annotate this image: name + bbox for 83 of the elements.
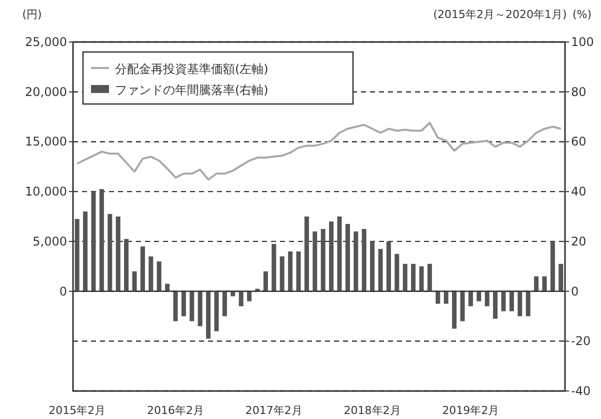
bar — [345, 224, 350, 292]
bar — [476, 291, 482, 302]
bar — [272, 244, 276, 292]
bar — [222, 291, 227, 316]
bar — [190, 291, 194, 322]
bar — [238, 291, 244, 306]
bar — [288, 251, 293, 292]
y2-tick-label: 60 — [571, 134, 586, 149]
line-series — [76, 122, 562, 181]
bar — [419, 266, 424, 292]
bar — [378, 248, 383, 292]
bar — [206, 291, 211, 339]
bar — [198, 291, 202, 326]
bar — [91, 192, 96, 292]
bar — [484, 291, 490, 306]
bar — [140, 246, 145, 292]
y2-tick-label: 40 — [571, 184, 586, 199]
bar — [460, 291, 465, 322]
bar — [329, 221, 334, 292]
bar — [247, 291, 252, 302]
bar — [501, 291, 506, 312]
y2-tick-label: 20 — [571, 234, 586, 248]
bar — [436, 291, 440, 304]
bar — [124, 238, 129, 292]
bar — [156, 261, 162, 292]
bar — [402, 264, 408, 292]
bar — [444, 291, 448, 304]
bar — [509, 291, 514, 312]
bar — [108, 214, 112, 292]
text: (2015年2月～2020年1月) — [433, 8, 567, 21]
bar — [83, 212, 88, 292]
y-tick-label: 25,000 — [25, 35, 67, 49]
y2-tick-label: 80 — [571, 84, 586, 99]
bar — [386, 241, 391, 292]
y-tick-label: 15,000 — [25, 134, 67, 149]
y-axis-title: (円) — [22, 8, 42, 21]
bar — [280, 256, 284, 292]
legend-label: 分配金再投資基準価額(左軸) — [115, 62, 268, 76]
x-tick-label: 2019年2月 — [442, 404, 500, 417]
bar — [214, 291, 219, 332]
bar — [452, 291, 457, 329]
bar — [526, 291, 530, 316]
x-tick-label: 2017年2月 — [245, 404, 302, 417]
y2-tick-label: 0 — [571, 284, 579, 298]
bar — [394, 254, 400, 292]
bar — [534, 276, 539, 292]
y2-tick-label: 100 — [571, 35, 594, 49]
x-tick-label: 2016年2月 — [147, 404, 204, 417]
bar — [304, 216, 309, 292]
bar — [411, 264, 416, 292]
y2-tick-label: -20 — [571, 334, 591, 348]
bar — [132, 271, 137, 292]
bar — [99, 189, 104, 292]
bar — [263, 271, 268, 292]
bar — [362, 228, 366, 292]
y2-axis-title: (%) — [572, 8, 592, 21]
x-tick-label: 2018年2月 — [344, 404, 401, 417]
bar — [468, 291, 473, 306]
bar — [320, 228, 326, 292]
y-tick-label: 10,000 — [25, 184, 67, 199]
bar — [542, 276, 547, 292]
y-tick-label: 5,000 — [32, 234, 67, 248]
bar — [427, 264, 432, 292]
bar — [550, 241, 555, 292]
bar — [74, 218, 80, 292]
legend-label: ファンドの年間騰落率(右軸) — [115, 83, 268, 97]
bar — [493, 291, 498, 319]
bar — [181, 291, 186, 316]
bar — [312, 231, 318, 292]
bar — [354, 231, 358, 292]
bar — [370, 241, 375, 292]
bar — [518, 291, 522, 316]
bar — [116, 216, 120, 292]
bar — [148, 256, 154, 292]
bar — [230, 291, 236, 296]
y2-tick-label: -40 — [571, 384, 591, 398]
y-tick-label: 0 — [59, 284, 67, 298]
bar — [337, 216, 342, 292]
bar — [296, 251, 301, 292]
bar — [173, 291, 178, 322]
bar — [558, 264, 564, 292]
y-tick-label: 20,000 — [25, 84, 67, 99]
x-tick-label: 2015年2月 — [48, 404, 106, 417]
